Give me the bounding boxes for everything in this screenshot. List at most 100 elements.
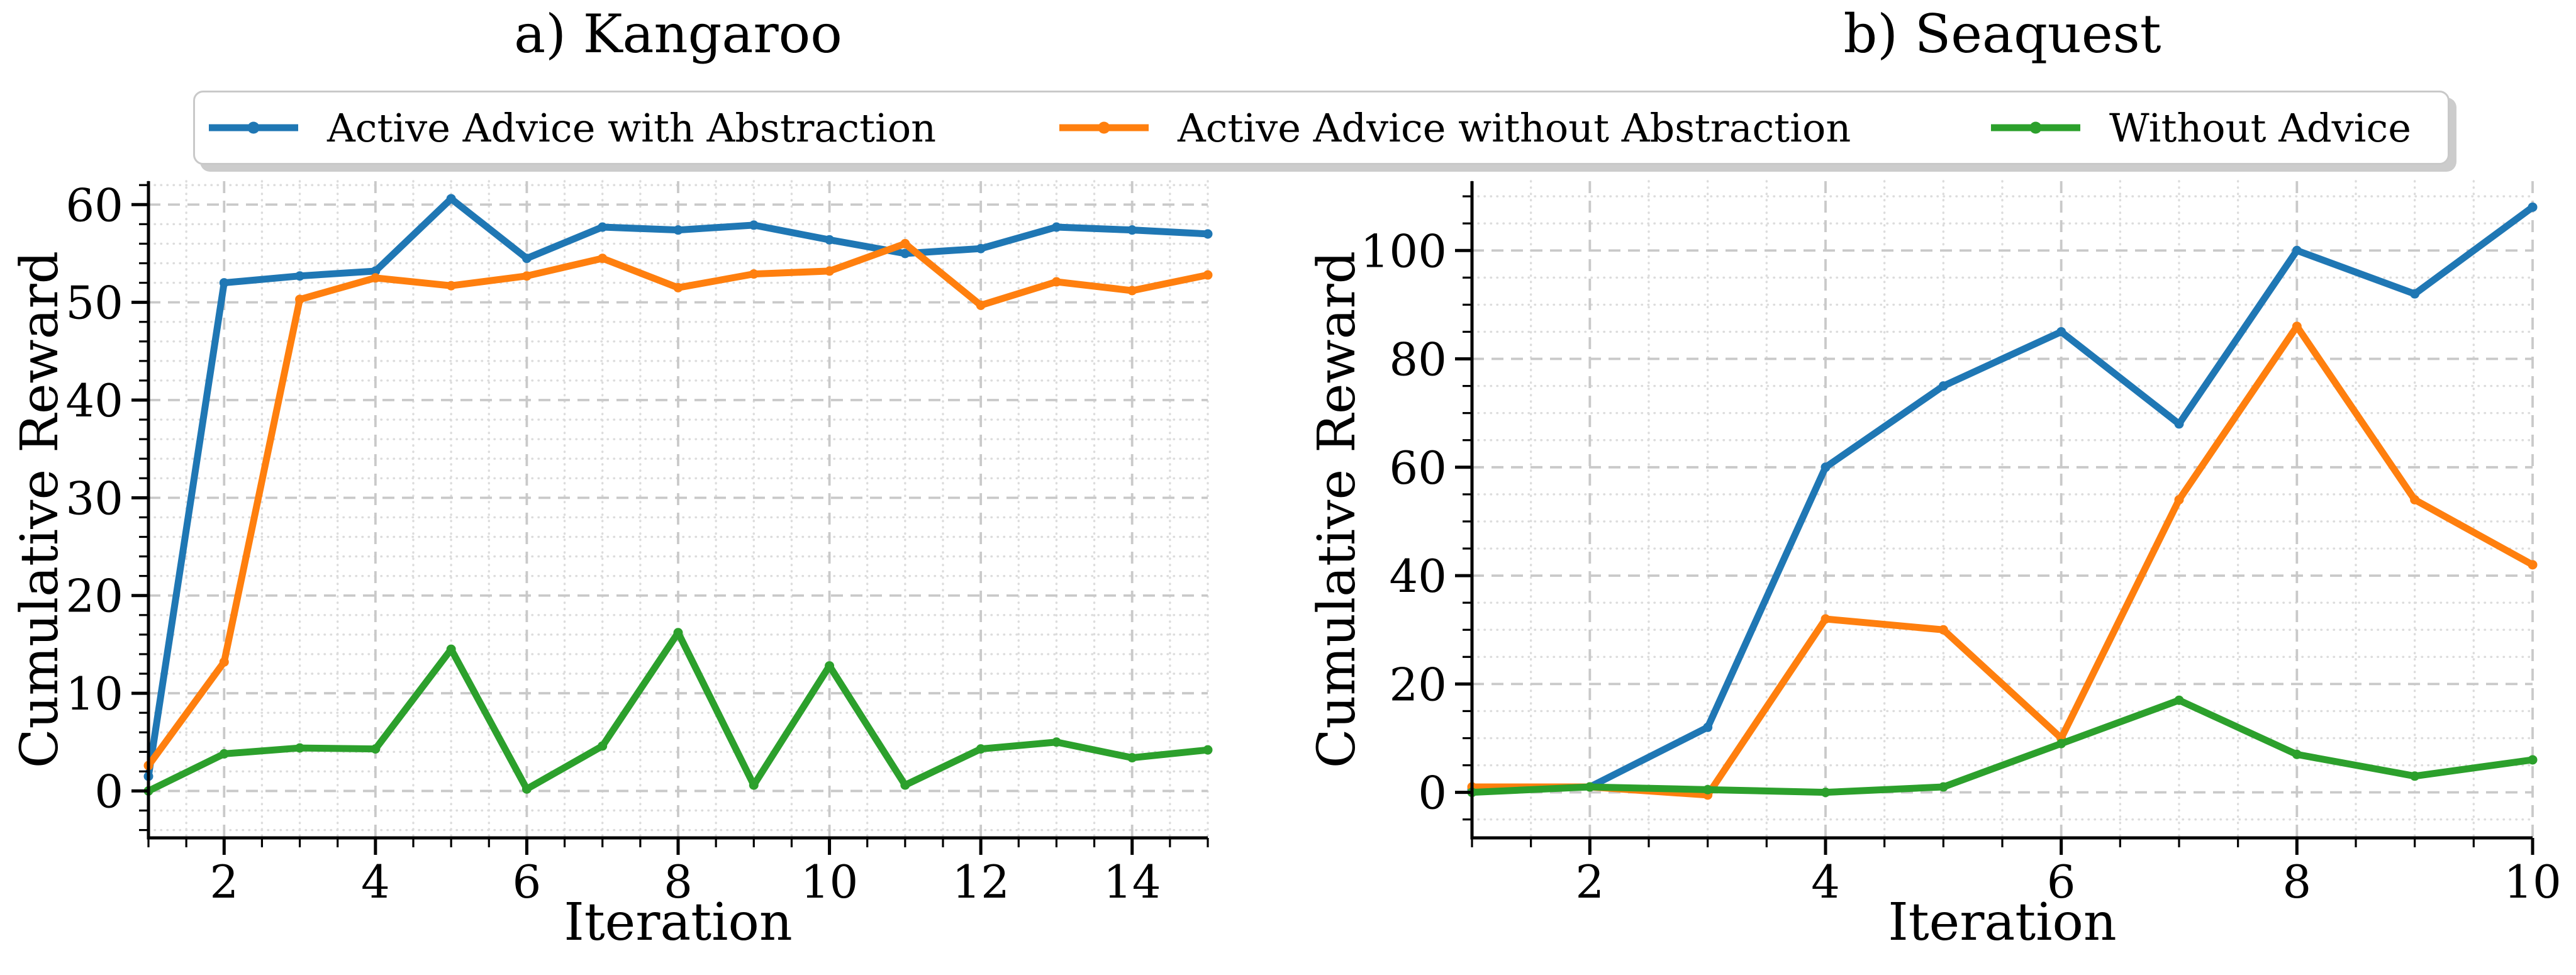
y-tick-label: 20 <box>65 570 123 623</box>
series-marker <box>2174 419 2184 429</box>
x-tick-label: 4 <box>361 855 390 908</box>
legend-line-swatch-green <box>1991 121 2080 134</box>
series-marker <box>446 644 456 654</box>
series-marker <box>2292 245 2302 255</box>
legend-line-swatch-orange <box>1059 121 1149 134</box>
series-marker <box>1051 737 1061 747</box>
legend-entry: Without Advice <box>1990 92 2411 163</box>
series-marker <box>598 741 608 751</box>
y-tick-label: 80 <box>1389 333 1447 386</box>
series-marker <box>976 243 986 254</box>
y-tick-label: 100 <box>1361 225 1447 277</box>
x-axis-label-seaquest: Iteration <box>1888 893 2117 952</box>
legend-entry: Active Advice with Abstraction <box>208 92 936 163</box>
chart-title-seaquest: b) Seaquest <box>1843 3 2161 65</box>
series-marker <box>446 194 456 204</box>
series-marker <box>1203 270 1213 280</box>
series-marker <box>1938 625 1948 635</box>
series-marker <box>521 784 532 794</box>
x-tick-label: 6 <box>513 855 542 908</box>
series-marker <box>219 278 229 288</box>
x-tick-label: 8 <box>664 855 693 908</box>
series-marker <box>749 780 759 790</box>
series-line <box>1472 323 2534 799</box>
series-marker <box>1938 381 1948 391</box>
series-marker <box>371 744 381 754</box>
series-marker <box>1820 614 1831 624</box>
y-tick-label: 0 <box>94 765 123 818</box>
series-marker <box>521 254 532 264</box>
series-marker <box>1203 745 1213 755</box>
series-marker <box>371 266 381 276</box>
x-tick-label: 10 <box>801 855 859 908</box>
x-tick-label: 14 <box>1103 855 1161 908</box>
legend-line-swatch-blue <box>209 121 298 134</box>
series-marker <box>1051 222 1061 232</box>
y-tick-label: 60 <box>1389 442 1447 494</box>
series-marker <box>2528 755 2538 765</box>
legend-marker-icon <box>1098 121 1110 134</box>
x-tick-label: 2 <box>209 855 238 908</box>
series-marker <box>598 222 608 232</box>
series-marker <box>900 248 910 259</box>
y-tick-label: 30 <box>65 472 123 525</box>
series-marker <box>446 281 456 291</box>
series-marker <box>749 220 759 230</box>
series-marker <box>1820 462 1831 472</box>
legend-box: Active Advice with Abstraction Active Ad… <box>193 91 2450 165</box>
series-marker <box>219 657 229 667</box>
series-marker <box>673 282 683 292</box>
x-tick-label: 10 <box>2504 855 2562 908</box>
y-tick-label: 40 <box>1389 550 1447 603</box>
series-marker <box>1585 782 1595 792</box>
legend-label: Active Advice with Abstraction <box>327 104 937 151</box>
series-marker <box>976 300 986 310</box>
series-marker <box>673 628 683 638</box>
series-marker <box>825 235 835 245</box>
x-tick-label: 12 <box>952 855 1010 908</box>
series-marker <box>825 661 835 671</box>
series-marker <box>1127 286 1137 296</box>
series-marker <box>2292 321 2302 332</box>
series-marker <box>673 225 683 235</box>
y-tick-label: 0 <box>1418 767 1447 820</box>
series-marker <box>900 238 910 248</box>
legend-marker-icon <box>2029 121 2042 134</box>
x-tick-label: 2 <box>1575 855 1604 908</box>
x-tick-label: 8 <box>2282 855 2311 908</box>
series-marker <box>598 254 608 264</box>
series-marker <box>2174 695 2184 705</box>
series-marker <box>2292 749 2302 759</box>
series-marker <box>295 271 305 281</box>
series-marker <box>295 294 305 304</box>
y-axis-label-seaquest: Cumulative Reward <box>1307 250 1367 769</box>
series-marker <box>1703 722 1713 732</box>
series-marker <box>1203 229 1213 239</box>
series-marker <box>2528 560 2538 570</box>
series-marker <box>295 743 305 753</box>
x-tick-label: 6 <box>2047 855 2076 908</box>
y-tick-label: 60 <box>65 179 123 231</box>
series-marker <box>1703 784 1713 794</box>
series-marker <box>2056 326 2066 337</box>
series-marker <box>1127 753 1137 763</box>
y-tick-label: 40 <box>65 374 123 427</box>
y-tick-label: 50 <box>65 277 123 330</box>
series-marker <box>2056 738 2066 749</box>
legend-label: Without Advice <box>2109 104 2411 151</box>
y-axis-label-kangaroo: Cumulative Reward <box>9 250 70 769</box>
series-marker <box>521 271 532 281</box>
x-axis-label-kangaroo: Iteration <box>564 893 793 952</box>
series-marker <box>2410 494 2420 504</box>
x-tick-label: 4 <box>1811 855 1840 908</box>
legend-entry: Active Advice without Abstraction <box>1058 92 1851 163</box>
series-marker <box>749 269 759 279</box>
series-line <box>1471 696 2533 796</box>
chart-title-kangaroo: a) Kangaroo <box>514 3 842 65</box>
series-marker <box>1051 277 1061 287</box>
series-marker <box>2174 494 2184 504</box>
series-marker <box>219 749 229 759</box>
series-marker <box>1127 225 1137 235</box>
series-marker <box>900 780 910 790</box>
